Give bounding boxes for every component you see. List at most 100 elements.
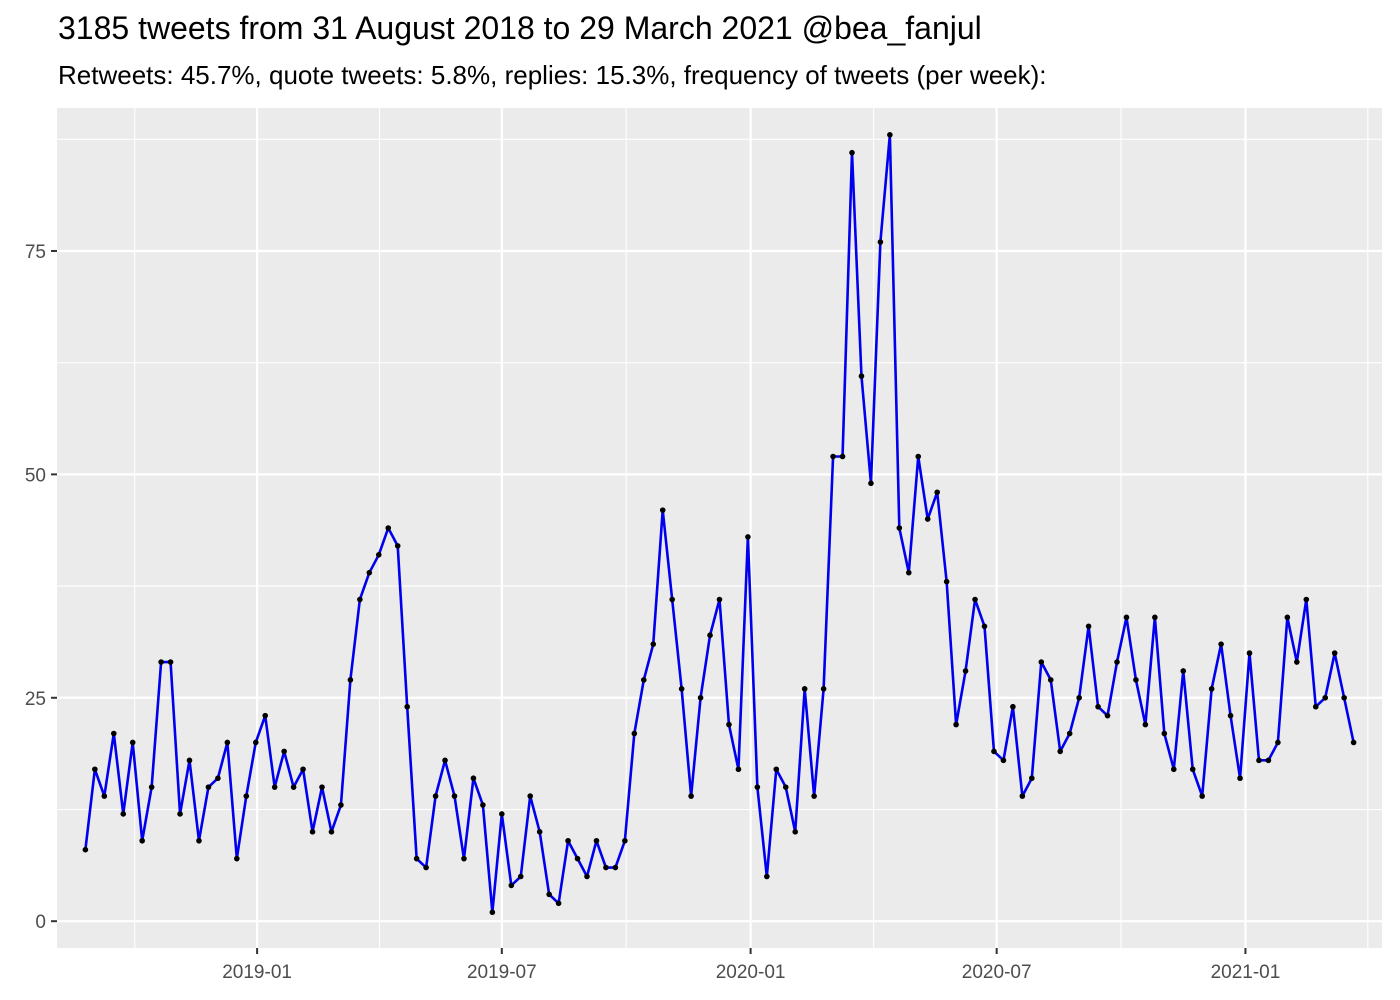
- data-point: [1246, 650, 1253, 656]
- data-point: [1265, 757, 1272, 764]
- data-point: [271, 784, 278, 790]
- data-point: [678, 686, 685, 692]
- data-point: [1312, 703, 1319, 710]
- data-point: [1133, 677, 1139, 683]
- data-point: [905, 569, 912, 576]
- data-point: [252, 739, 259, 746]
- data-point: [1104, 712, 1111, 719]
- data-point: [716, 596, 723, 603]
- data-point: [754, 784, 761, 790]
- data-point: [764, 873, 770, 880]
- data-point: [839, 453, 846, 460]
- y-tick-label: 50: [25, 465, 46, 486]
- data-point: [508, 882, 515, 889]
- data-point: [120, 811, 127, 817]
- data-point: [953, 721, 959, 728]
- data-point: [688, 793, 694, 799]
- data-point: [129, 739, 136, 746]
- data-point: [820, 686, 827, 692]
- data-point: [1294, 659, 1300, 665]
- data-point: [328, 829, 335, 835]
- data-point: [1038, 659, 1045, 665]
- data-point: [1019, 793, 1026, 799]
- data-point: [887, 132, 893, 138]
- data-point: [1189, 766, 1196, 773]
- x-tick-label: 2021-01: [1211, 962, 1281, 983]
- data-point: [981, 623, 988, 630]
- data-point: [357, 596, 363, 603]
- data-point: [1047, 677, 1054, 683]
- data-point: [442, 757, 448, 764]
- y-tick-label: 75: [25, 242, 46, 263]
- data-point: [1142, 721, 1149, 728]
- data-point: [432, 793, 439, 799]
- data-point: [707, 632, 713, 639]
- data-point: [811, 793, 817, 799]
- data-point: [1095, 703, 1101, 710]
- data-point: [962, 668, 969, 674]
- data-point: [243, 793, 250, 799]
- data-point: [262, 712, 269, 719]
- data-point: [640, 677, 647, 683]
- data-point: [1341, 694, 1347, 701]
- data-point: [82, 846, 89, 853]
- data-point: [868, 480, 874, 487]
- data-point: [603, 864, 609, 871]
- data-point: [1161, 730, 1168, 737]
- data-point: [375, 552, 382, 558]
- data-point: [1114, 659, 1120, 665]
- data-point: [451, 793, 458, 799]
- y-tick-label: 25: [25, 689, 46, 710]
- data-point: [1256, 757, 1262, 764]
- data-point: [745, 534, 751, 540]
- data-point: [1284, 614, 1291, 621]
- data-point: [215, 775, 221, 782]
- data-point: [470, 775, 477, 782]
- data-point: [489, 909, 496, 916]
- data-point: [177, 811, 183, 817]
- data-point: [934, 489, 940, 496]
- data-point: [196, 837, 202, 844]
- data-point: [139, 837, 145, 844]
- data-point: [726, 721, 732, 728]
- data-point: [1237, 775, 1243, 782]
- data-point: [555, 900, 562, 907]
- x-tick-label: 2020-07: [962, 962, 1032, 983]
- x-axis-labels: 2019-01 2019-07 2020-01 2020-07 2021-01: [222, 962, 1280, 983]
- data-point: [101, 793, 108, 799]
- data-point: [1085, 623, 1092, 630]
- data-point: [1199, 793, 1205, 799]
- data-point: [347, 677, 354, 683]
- x-tick-label: 2019-01: [222, 962, 292, 983]
- y-axis-labels: 0 25 50 75: [25, 242, 46, 933]
- data-point: [735, 766, 742, 773]
- data-point: [499, 811, 505, 817]
- data-point: [1076, 694, 1082, 701]
- data-point: [1180, 668, 1187, 674]
- data-point: [281, 748, 287, 755]
- data-point: [773, 766, 780, 773]
- data-point: [92, 766, 98, 773]
- x-tick-label: 2020-01: [716, 962, 786, 983]
- data-point: [972, 596, 978, 603]
- data-point: [631, 730, 638, 737]
- plot-panel: [57, 108, 1382, 948]
- data-point: [338, 802, 344, 808]
- data-point: [1208, 686, 1215, 692]
- data-point: [943, 578, 950, 585]
- data-point: [1057, 748, 1064, 755]
- data-point: [565, 837, 571, 844]
- data-points: [82, 132, 1357, 916]
- data-point: [186, 757, 193, 764]
- minor-gridlines: [57, 108, 1382, 948]
- data-point: [1218, 641, 1224, 647]
- data-point: [659, 507, 666, 513]
- data-point: [536, 829, 543, 835]
- data-point: [574, 855, 581, 862]
- data-point: [612, 864, 619, 871]
- data-point: [1170, 766, 1177, 773]
- data-point: [319, 784, 325, 790]
- data-point: [309, 829, 316, 835]
- data-point: [849, 149, 855, 156]
